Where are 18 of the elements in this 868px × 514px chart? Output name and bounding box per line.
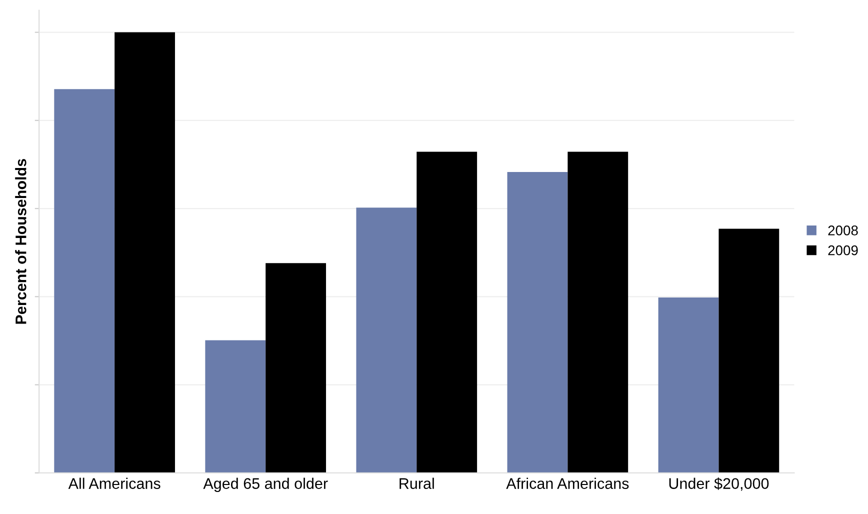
bar	[114, 32, 175, 473]
x-tick-label: All Americans	[68, 478, 160, 489]
bar	[718, 228, 780, 473]
x-tick-label: Under $20,000	[669, 478, 769, 491]
bar	[266, 263, 326, 473]
x-tick-label: Aged 65 and older	[203, 478, 328, 492]
bar	[658, 298, 719, 473]
bar	[507, 172, 568, 473]
bar	[54, 89, 115, 473]
legend-label: 2008	[828, 226, 858, 236]
y-axis-title: Percent of Households	[15, 159, 26, 324]
x-tick-label: Rural	[400, 478, 434, 489]
bar	[568, 152, 628, 473]
bar	[416, 152, 478, 473]
bar	[356, 208, 417, 473]
legend-label: 2009	[828, 245, 858, 256]
bar	[205, 340, 266, 473]
x-tick-label: African Americans	[506, 478, 629, 489]
